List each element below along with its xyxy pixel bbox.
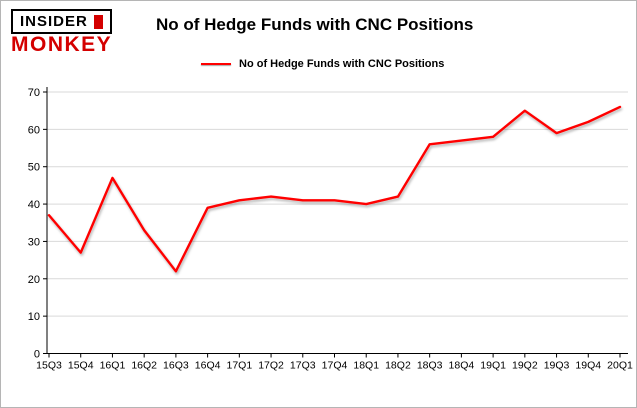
series-line — [47, 105, 622, 273]
x-tick-label: 19Q3 — [544, 360, 570, 372]
x-tick-label: 16Q2 — [131, 360, 157, 372]
logo-red-square-icon — [93, 14, 103, 29]
x-tick-label: 15Q3 — [36, 360, 62, 372]
x-tick-label: 19Q2 — [512, 360, 538, 372]
x-tick-label: 19Q4 — [575, 360, 601, 372]
x-tick-label: 20Q1 — [607, 360, 633, 372]
x-tick-label: 18Q2 — [385, 360, 411, 372]
x-tick-label: 18Q4 — [449, 360, 475, 372]
y-tick-label: 10 — [28, 311, 40, 323]
y-tick-label: 40 — [28, 199, 40, 211]
x-tick-label: 17Q1 — [226, 360, 252, 372]
x-tick-label: 16Q3 — [163, 360, 189, 372]
y-tick-label: 30 — [28, 236, 40, 248]
data-series — [47, 105, 622, 273]
y-tick-label: 0 — [34, 349, 40, 361]
x-tick-label: 19Q1 — [480, 360, 506, 372]
axes — [43, 87, 628, 358]
x-tick-label: 17Q3 — [290, 360, 316, 372]
x-tick-label: 18Q3 — [417, 360, 443, 372]
x-tick-label: 18Q1 — [353, 360, 379, 372]
x-tick-label: 17Q2 — [258, 360, 284, 372]
logo-text-insider: INSIDER — [20, 13, 88, 30]
x-tick-label: 15Q4 — [68, 360, 94, 372]
x-tick-label: 16Q4 — [195, 360, 221, 372]
gridlines — [47, 91, 628, 317]
logo-box: INSIDER — [11, 9, 113, 34]
page-title: No of Hedge Funds with CNC Positions — [156, 15, 474, 34]
legend-label: No of Hedge Funds with CNC Positions — [239, 58, 445, 70]
tick-labels: 0 10 20 30 40 50 60 70 15Q3 15Q4 16Q1 16Q2 16Q3 16Q4 1… — [28, 87, 633, 372]
y-tick-label: 60 — [28, 124, 40, 136]
legend-line-swatch — [201, 63, 231, 65]
y-tick-label: 50 — [28, 162, 40, 174]
chart-legend: No of Hedge Funds with CNC Positions — [201, 58, 444, 70]
logo-text-monkey: MONKEY — [11, 33, 113, 56]
y-tick-label: 70 — [28, 87, 40, 99]
insider-monkey-logo: INSIDER MONKEY — [11, 9, 113, 56]
x-tick-label: 16Q1 — [100, 360, 126, 372]
x-tick-label: 17Q4 — [322, 360, 348, 372]
y-tick-label: 20 — [28, 274, 40, 286]
